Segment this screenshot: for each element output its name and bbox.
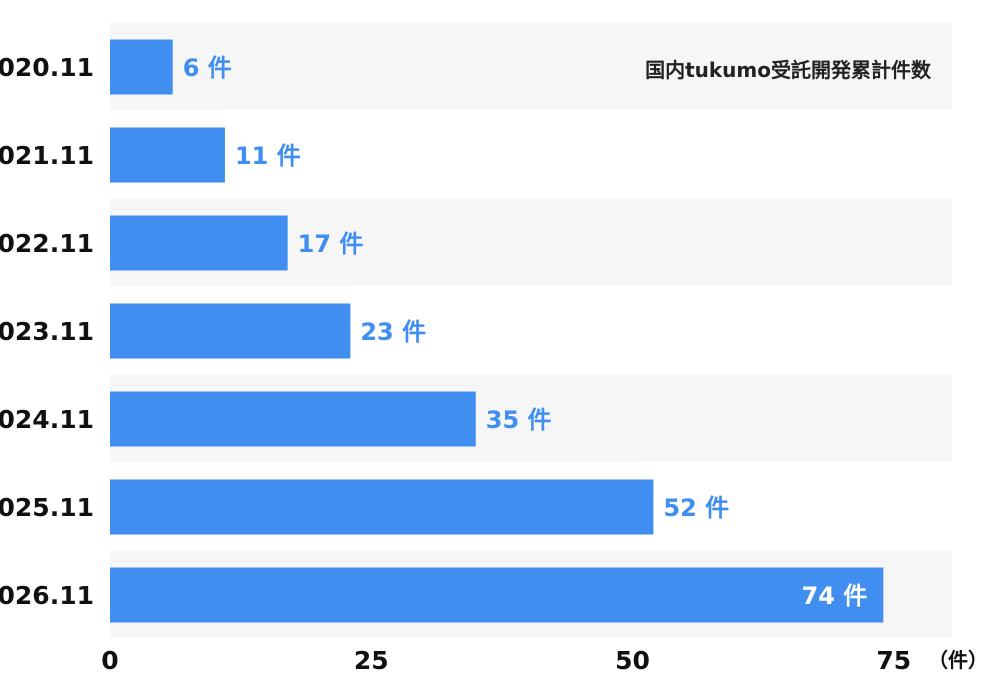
bar-2022.11 — [110, 215, 288, 271]
x-tick-label: 25 — [354, 646, 389, 675]
bar-2026.11 — [110, 567, 884, 623]
value-labels: 6 件 11 件 17 件 23 件 35 件 52 件 74 件 — [183, 54, 868, 610]
category-label: 2023.11 — [0, 317, 94, 346]
bar-2020.11 — [110, 39, 173, 95]
category-label: 2022.11 — [0, 229, 94, 258]
value-label: 52 件 — [663, 494, 729, 522]
category-label: 2021.11 — [0, 141, 94, 170]
value-label: 74 件 — [802, 582, 868, 610]
category-label: 2020.11 — [0, 53, 94, 82]
chart-title: 国内tukumo受託開発累計件数 — [645, 58, 932, 82]
bar-2023.11 — [110, 303, 351, 359]
value-label: 11 件 — [235, 142, 301, 170]
bar-2024.11 — [110, 391, 476, 447]
bar-2021.11 — [110, 127, 225, 183]
value-label: 35 件 — [486, 406, 552, 434]
category-label: 2025.11 — [0, 493, 94, 522]
category-label: 2026.11 — [0, 581, 94, 610]
x-axis-ticks: 0 25 50 75 — [101, 646, 911, 675]
x-tick-label: 75 — [876, 646, 911, 675]
x-axis-unit: （件） — [928, 648, 988, 672]
category-labels: 2020.11 2021.11 2022.11 2023.11 2024.11 2025.… — [0, 53, 94, 610]
value-label: 17 件 — [298, 230, 364, 258]
row-band — [110, 22, 952, 110]
value-label: 6 件 — [183, 54, 232, 82]
category-label: 2024.11 — [0, 405, 94, 434]
bar-2025.11 — [110, 479, 654, 535]
x-tick-label: 50 — [615, 646, 650, 675]
value-label: 23 件 — [360, 318, 426, 346]
x-tick-label: 0 — [101, 646, 118, 675]
row-bands — [110, 22, 952, 638]
bars — [110, 39, 884, 623]
